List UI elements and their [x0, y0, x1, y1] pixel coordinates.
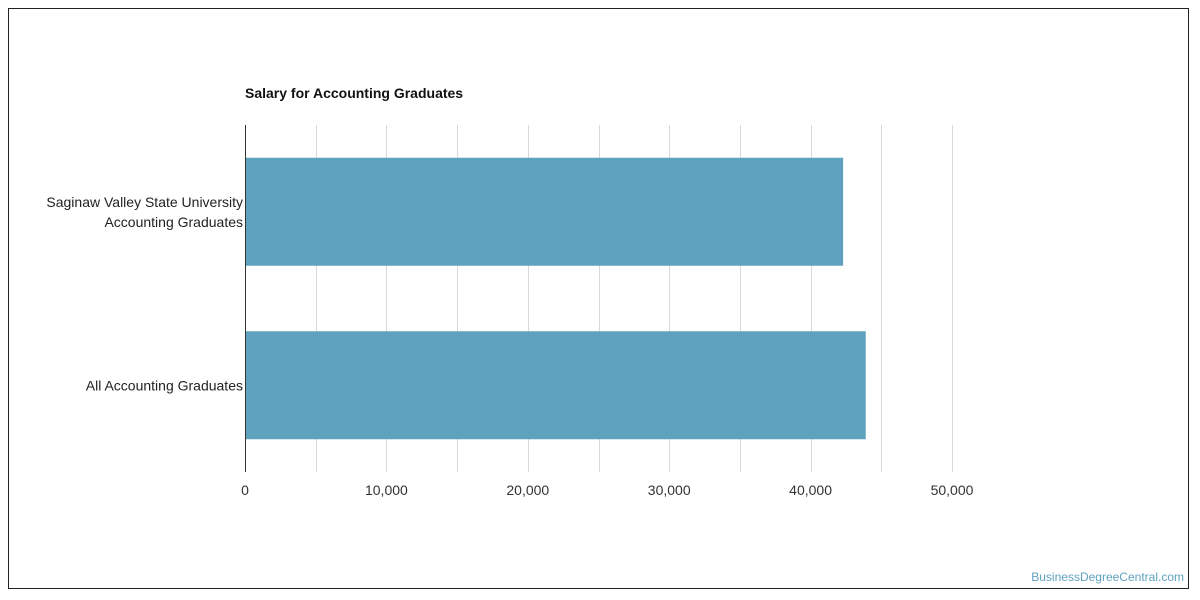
x-tick-label-0: 0	[241, 482, 249, 498]
x-tick-label-2: 20,000	[506, 482, 549, 498]
bar-0[interactable]	[245, 157, 844, 266]
x-tick-label-1: 10,000	[365, 482, 408, 498]
bars	[245, 157, 866, 440]
tick-labels: 0 10,000 20,000 30,000 40,000 50,000	[241, 482, 974, 498]
x-tick-label-5: 50,000	[931, 482, 974, 498]
x-tick-label-3: 30,000	[648, 482, 691, 498]
bar-1[interactable]	[245, 331, 866, 440]
category-label-0-line-0: Saginaw Valley State University	[46, 194, 243, 210]
category-label-0-line-1: Accounting Graduates	[104, 214, 243, 230]
chart-frame	[8, 8, 1189, 589]
x-tick-label-4: 40,000	[789, 482, 832, 498]
watermark[interactable]: BusinessDegreeCentral.com	[1031, 570, 1184, 584]
category-label-1-line-0: All Accounting Graduates	[86, 377, 243, 393]
chart-title: Salary for Accounting Graduates	[245, 85, 464, 101]
category-labels: Saginaw Valley State University Accountin…	[46, 194, 243, 394]
